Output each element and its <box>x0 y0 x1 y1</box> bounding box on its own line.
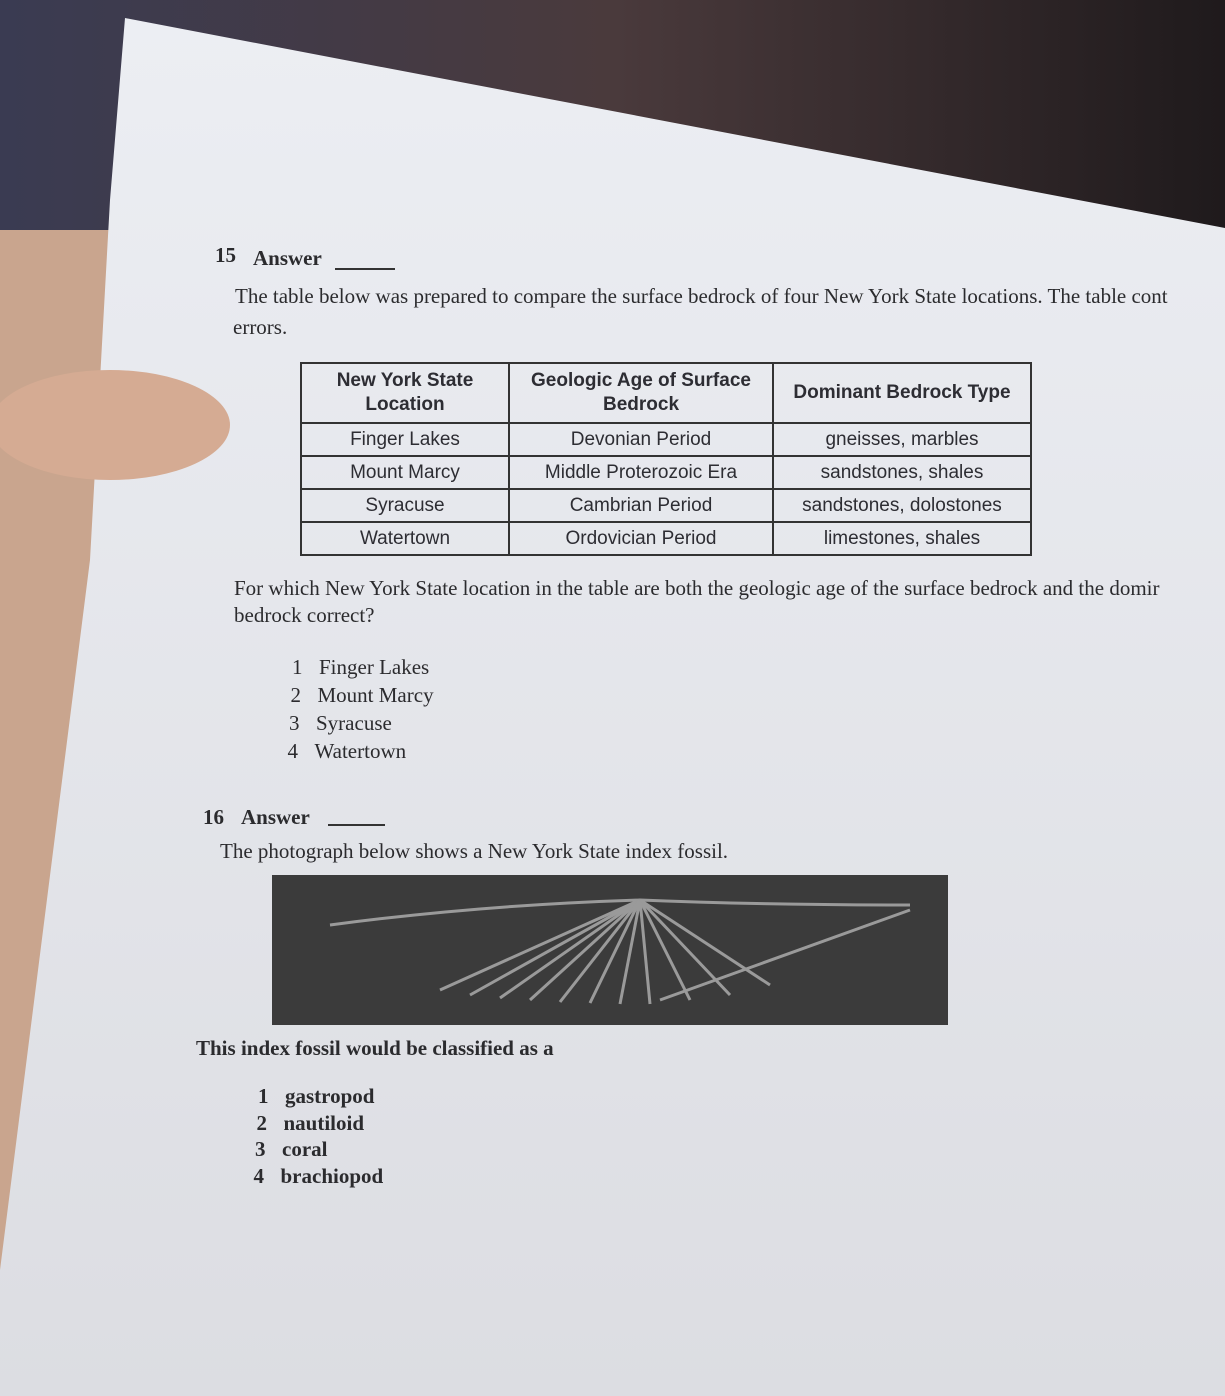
table-cell: limestones, shales <box>772 521 1032 556</box>
table-row: Syracuse Cambrian Period sandstones, dolos… <box>300 488 1032 523</box>
table-row: Mount Marcy Middle Proterozoic Era sandsto… <box>300 455 1032 490</box>
paper <box>0 18 1225 1396</box>
option-text: Finger Lakes <box>319 655 430 679</box>
table-cell: sandstones, dolostones <box>772 488 1032 523</box>
option-number: 3 <box>255 1137 266 1161</box>
thumb <box>0 370 230 480</box>
option-text: Mount Marcy <box>317 683 434 707</box>
table-cell: Syracuse <box>300 488 510 523</box>
option-text: Watertown <box>314 739 407 763</box>
table-cell: Mount Marcy <box>300 455 510 490</box>
intro-line: The table below was prepared to compare … <box>235 284 1168 308</box>
table-cell: Watertown <box>300 521 510 556</box>
fossil-photo <box>272 875 948 1025</box>
answer-line <box>328 824 385 826</box>
option-number: 1 <box>258 1084 269 1108</box>
answer-label: Answer <box>253 246 322 270</box>
header-cell: Dominant Bedrock Type <box>772 362 1032 424</box>
option-number: 2 <box>290 683 302 707</box>
option-number: 2 <box>256 1110 268 1135</box>
option-number: 3 <box>289 711 300 735</box>
option-text: nautiloid <box>283 1110 365 1135</box>
option-text: Syracuse <box>316 711 392 735</box>
fossil-ribs <box>329 898 911 1005</box>
table-body: Finger Lakes Devonian Period gneisses, mar… <box>300 422 1032 556</box>
bedrock-table: New York State Location Geologic Age of … <box>300 362 1032 556</box>
question-line: bedrock correct? <box>234 603 375 627</box>
table-cell: gneisses, marbles <box>772 422 1032 457</box>
answer-line <box>335 268 395 270</box>
option-text: brachiopod <box>280 1163 384 1188</box>
table-cell: Ordovician Period <box>508 521 774 556</box>
table-cell: Middle Proterozoic Era <box>508 455 774 490</box>
question-line: For which New York State location in the… <box>234 576 1160 600</box>
table-cell: sandstones, shales <box>772 455 1032 490</box>
intro-line: errors. <box>233 315 288 339</box>
option-text: coral <box>282 1137 328 1161</box>
table-row: Watertown Ordovician Period limestones, sh… <box>300 521 1032 556</box>
table-header: New York State Location Geologic Age of … <box>300 362 1032 424</box>
question-number: 15 <box>215 243 236 267</box>
option-number: 4 <box>253 1163 265 1188</box>
option-number: 1 <box>292 655 303 679</box>
question-number: 16 <box>203 805 224 829</box>
answer-label: Answer <box>241 805 310 829</box>
table-cell: Devonian Period <box>508 422 774 457</box>
table-row: Finger Lakes Devonian Period gneisses, mar… <box>300 422 1032 457</box>
header-cell: New York State Location <box>300 362 510 424</box>
option-number: 4 <box>287 739 299 763</box>
question-text: This index fossil would be classified as… <box>196 1036 554 1060</box>
option-text: gastropod <box>285 1084 375 1108</box>
table-cell: Cambrian Period <box>508 488 774 523</box>
table-cell: Finger Lakes <box>300 422 510 457</box>
question-intro: The photograph below shows a New York St… <box>220 839 729 863</box>
header-cell: Geologic Age of Surface Bedrock <box>508 362 774 424</box>
